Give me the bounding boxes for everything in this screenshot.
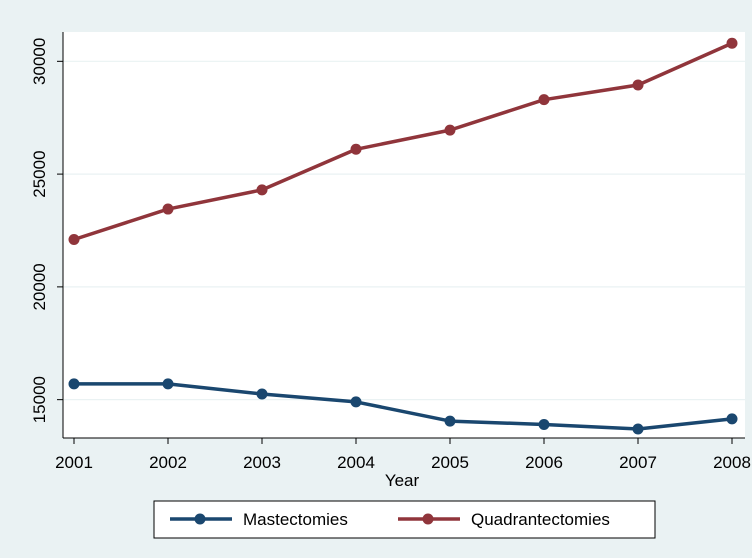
data-point <box>68 234 80 246</box>
x-tick-label: 2008 <box>713 453 751 472</box>
x-tick-label: 2005 <box>431 453 469 472</box>
series-line <box>73 41 733 242</box>
y-tick-label: 15000 <box>30 376 49 423</box>
data-point <box>444 415 456 427</box>
data-point <box>350 143 362 155</box>
data-point <box>350 396 362 408</box>
data-point <box>162 378 174 390</box>
legend-label: Mastectomies <box>243 510 348 529</box>
data-point <box>538 418 550 430</box>
y-tick-label: 20000 <box>30 263 49 310</box>
x-axis: 2001 2002 2003 2004 2005 2006 2007 2008 <box>55 437 751 472</box>
plot-area <box>63 32 745 438</box>
legend-marker <box>194 513 206 525</box>
data-point <box>256 388 268 400</box>
legend-label: Quadrantectomies <box>471 510 610 529</box>
series-lines <box>68 37 738 435</box>
data-point <box>726 413 738 425</box>
x-tick-label: 2001 <box>55 453 93 472</box>
data-point <box>256 184 268 196</box>
data-point <box>632 423 644 435</box>
x-tick-label: 2002 <box>149 453 187 472</box>
x-tick-label: 2007 <box>619 453 657 472</box>
data-point <box>162 203 174 215</box>
y-tick-label: 30000 <box>30 38 49 85</box>
x-axis-title: Year <box>385 471 420 490</box>
gridlines <box>63 60 745 401</box>
data-point <box>444 124 456 136</box>
x-tick-label: 2003 <box>243 453 281 472</box>
legend: Mastectomies Quadrantectomies <box>153 500 656 539</box>
y-axis: 15000 20000 25000 30000 <box>30 32 64 438</box>
x-tick-label: 2004 <box>337 453 375 472</box>
y-tick-label: 25000 <box>30 150 49 197</box>
data-point <box>632 79 644 91</box>
data-point <box>538 94 550 106</box>
series-line <box>74 382 733 431</box>
legend-marker <box>422 513 434 525</box>
data-point <box>726 37 738 49</box>
x-tick-label: 2006 <box>525 453 563 472</box>
data-point <box>68 378 80 390</box>
